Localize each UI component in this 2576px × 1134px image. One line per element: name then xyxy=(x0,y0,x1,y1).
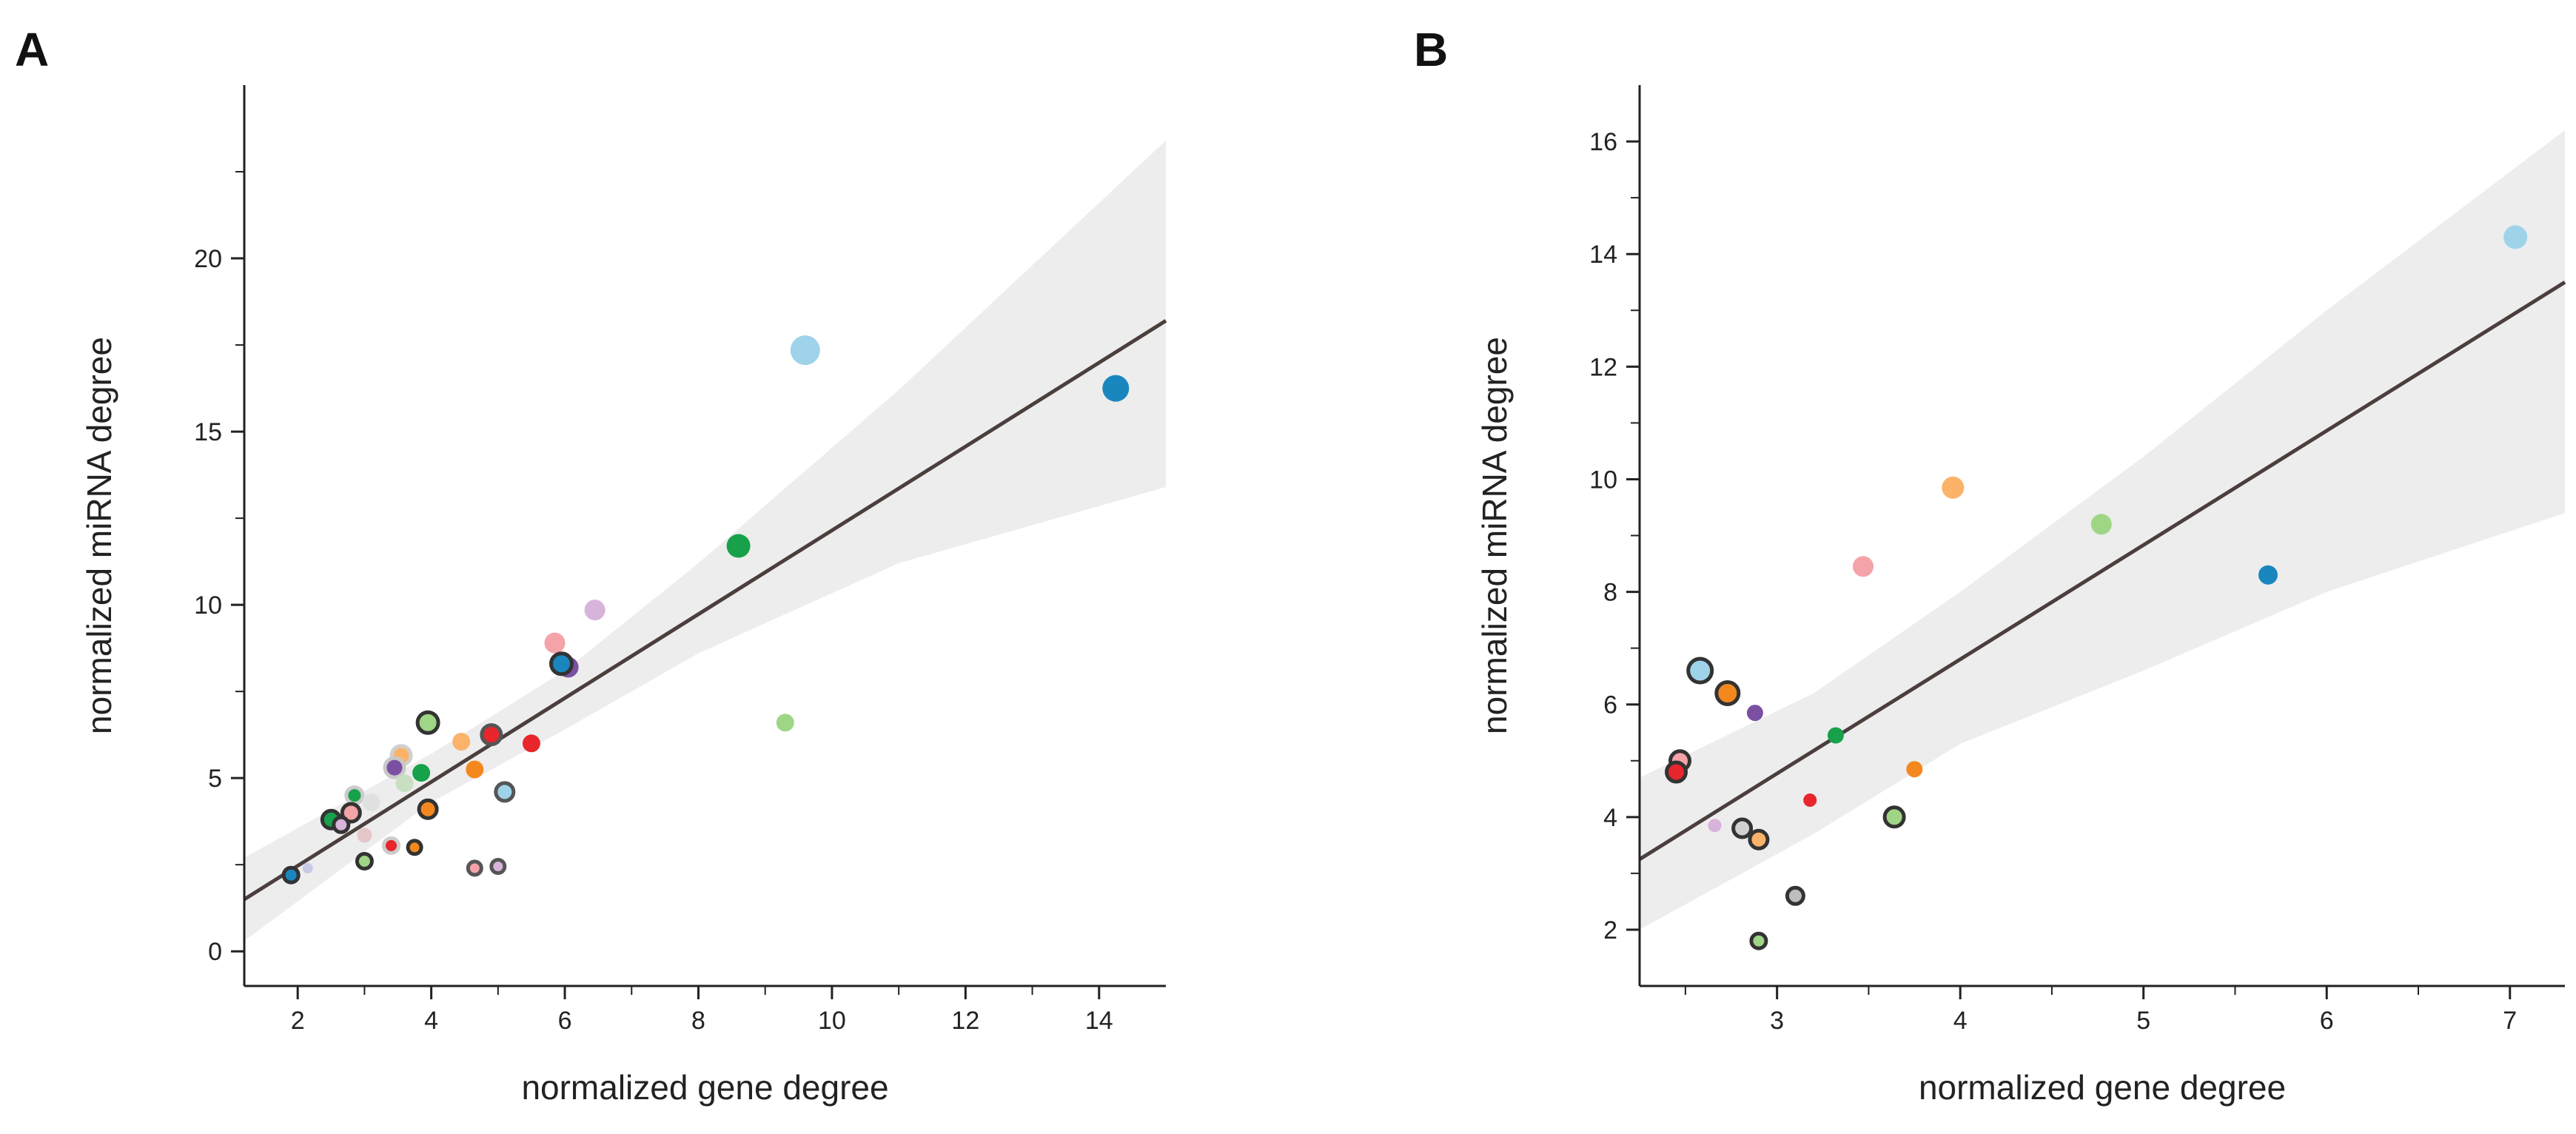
panel-a-point-3 xyxy=(726,534,751,558)
panel-b-point-17 xyxy=(1748,828,1770,850)
panel-b-point-16 xyxy=(1731,817,1754,839)
panel-a-y-axis-title: normalized miRNA degree xyxy=(80,337,118,734)
panel-b-point-4 xyxy=(1853,556,1874,577)
panel-b-points xyxy=(1665,225,2528,950)
panel-a-point-22 xyxy=(340,802,362,824)
panel-b-point-19 xyxy=(1749,931,1768,950)
panel-a-ytick-label-1: 0 xyxy=(208,938,222,966)
panel-b-point-9 xyxy=(1827,727,1844,744)
panel-a-point-14 xyxy=(383,756,406,779)
panel-a-ytick-label-2: 5 xyxy=(208,765,222,793)
panel-a-confidence-band xyxy=(244,140,1166,942)
panel-a-point-29 xyxy=(466,859,483,877)
panel-a-point-12 xyxy=(522,734,540,753)
panel-b-ytick-label-4: 8 xyxy=(1603,579,1617,607)
panel-b-xtick-label-4: 6 xyxy=(2320,1007,2334,1035)
panel-a-ytick-label-4: 15 xyxy=(194,418,222,446)
panel-a-xtick-label-6: 12 xyxy=(951,1007,979,1035)
panel-a-point-16 xyxy=(466,760,484,779)
panel-b-point-6 xyxy=(1686,657,1714,685)
panel-a-point-20 xyxy=(362,793,380,811)
panel-a-regression-line xyxy=(243,319,1167,902)
panel-b-point-14 xyxy=(1882,805,1906,829)
panel-a-xtick-label-4: 8 xyxy=(691,1007,705,1035)
panel-a-points xyxy=(281,335,1130,885)
panel-a-xtick-label-5: 10 xyxy=(818,1007,846,1035)
panel-b-xtick-label-1: 3 xyxy=(1770,1007,1784,1035)
panel-a-point-15 xyxy=(412,764,431,782)
panel-a-point-31 xyxy=(281,865,301,885)
panel-b-ytick-label-1: 2 xyxy=(1603,916,1617,945)
panel-b-ticks: 2 4 6 8 10 12 14 16 3 4 5 6 7 xyxy=(1589,128,2517,1035)
panel-b-regression-line xyxy=(1638,281,2566,861)
panel-b-point-3 xyxy=(2090,514,2112,535)
panel-a-point-4 xyxy=(584,600,606,621)
panel-b-y-axis-title: normalized miRNA degree xyxy=(1475,337,1514,734)
panel-a-ticks: 0 5 10 15 20 2 4 6 8 10 12 14 xyxy=(194,171,1113,1035)
panel-a-xtick-label-1: 2 xyxy=(291,1007,305,1035)
panel-a-point-5 xyxy=(544,632,566,654)
panel-b-point-12 xyxy=(1906,761,1923,778)
panel-a-point-10 xyxy=(480,723,503,747)
panel-a-xtick-label-7: 14 xyxy=(1085,1007,1113,1035)
panel-a-x-axis-title: normalized gene degree xyxy=(521,1068,888,1107)
panel-b-point-13 xyxy=(1803,794,1817,807)
panel-a-label: A xyxy=(15,23,50,76)
panel-a-point-2 xyxy=(1102,375,1130,402)
panel-a-point-27 xyxy=(406,839,423,856)
panel-b-point-2 xyxy=(1942,476,1965,499)
panel-a-point-1 xyxy=(790,335,820,366)
panel-a-chart: 0 5 10 15 20 2 4 6 8 10 12 14 normalized gene degre… xyxy=(80,85,1167,1107)
panel-a-point-19 xyxy=(344,785,365,806)
panel-b-point-11 xyxy=(1665,760,1688,784)
panel-b-point-5 xyxy=(2258,565,2278,585)
panel-a-ytick-label-3: 10 xyxy=(194,591,222,620)
panel-b-point-8 xyxy=(1746,705,1763,722)
panel-a-ytick-label-5: 20 xyxy=(194,245,222,273)
panel-b-xtick-label-2: 4 xyxy=(1953,1007,1968,1035)
panel-b-ytick-label-7: 14 xyxy=(1589,241,1617,269)
panel-a-point-9 xyxy=(415,710,440,735)
panel-b-xtick-label-5: 7 xyxy=(2503,1007,2517,1035)
panel-b-point-18 xyxy=(1785,885,1805,906)
panel-a-point-17 xyxy=(395,774,414,793)
panel-a-xtick-label-3: 6 xyxy=(558,1007,572,1035)
panel-a-point-28 xyxy=(355,852,374,870)
panel-b-point-1 xyxy=(2503,225,2528,249)
panel-a-point-30 xyxy=(489,858,507,875)
panel-b-point-15 xyxy=(1708,819,1722,833)
panel-b-ytick-label-6: 12 xyxy=(1589,353,1617,381)
panel-b-xtick-label-3: 5 xyxy=(2136,1007,2150,1035)
panel-b-x-axis-title: normalized gene degree xyxy=(1919,1068,2286,1107)
panel-a-point-21 xyxy=(417,798,439,820)
panel-a-point-18 xyxy=(494,781,516,803)
panel-b-chart: 2 4 6 8 10 12 14 16 3 4 5 6 7 normalized gene degree… xyxy=(1475,85,2566,1107)
panel-a-point-8 xyxy=(776,714,794,732)
panel-a-xtick-label-2: 4 xyxy=(424,1007,438,1035)
panel-a-point-7 xyxy=(549,651,574,677)
panel-b-point-7 xyxy=(1714,680,1741,706)
panel-b-ytick-label-5: 10 xyxy=(1589,466,1617,494)
panel-b-ytick-label-2: 4 xyxy=(1603,804,1617,832)
panel-b-ytick-label-8: 16 xyxy=(1589,128,1617,156)
panel-a-point-26 xyxy=(382,836,400,855)
panel-a-point-32 xyxy=(302,862,313,873)
panel-a-point-25 xyxy=(357,828,372,843)
panel-b-ytick-label-3: 6 xyxy=(1603,691,1617,719)
panel-b-label: B xyxy=(1414,23,1449,76)
panel-a-point-24 xyxy=(332,815,351,834)
panel-a-point-11 xyxy=(452,733,471,751)
